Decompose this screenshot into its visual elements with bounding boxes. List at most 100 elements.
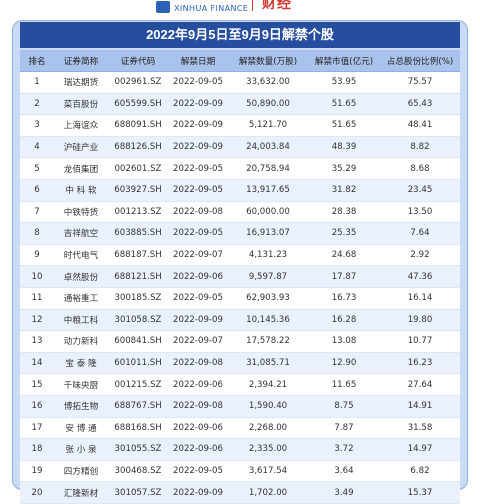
cell-code: 601011.SH bbox=[108, 352, 168, 375]
table-row: 19 四方精创 300468.SZ 2022-09-05 3,617.54 3.64 6.8… bbox=[20, 460, 460, 483]
table-body: 1 瑞达期货 002961.SZ 2022-09-05 33,632.00 53.95 75… bbox=[20, 71, 460, 504]
cell-name: 张 小 泉 bbox=[54, 438, 108, 461]
cell-value: 31.82 bbox=[308, 179, 380, 202]
column-header-value: 解禁市值(亿元) bbox=[308, 50, 380, 72]
cell-name: 中粮工科 bbox=[54, 309, 108, 332]
cell-ratio: 16.14 bbox=[380, 287, 460, 310]
table-row: 18 张 小 泉 301055.SZ 2022-09-06 2,335.00 3.72 14… bbox=[20, 438, 460, 461]
cell-value: 51.65 bbox=[308, 93, 380, 116]
cell-shares: 2,268.00 bbox=[228, 417, 308, 440]
cell-name: 中 科 软 bbox=[54, 179, 108, 202]
cell-rank: 15 bbox=[20, 373, 54, 396]
cell-date: 2022-09-05 bbox=[168, 71, 228, 94]
cell-code: 688121.SH bbox=[108, 265, 168, 288]
cell-rank: 20 bbox=[20, 481, 54, 504]
cell-ratio: 16.23 bbox=[380, 352, 460, 375]
cell-rank: 10 bbox=[20, 265, 54, 288]
table-row: 16 博拓生物 688767.SH 2022-09-08 1,590.40 8.75 14.… bbox=[20, 395, 460, 418]
cell-ratio: 27.64 bbox=[380, 373, 460, 396]
cell-ratio: 15.37 bbox=[380, 481, 460, 504]
cell-ratio: 14.97 bbox=[380, 438, 460, 461]
cell-date: 2022-09-05 bbox=[168, 222, 228, 245]
cell-rank: 18 bbox=[20, 438, 54, 461]
cell-rank: 1 bbox=[20, 71, 54, 94]
cell-shares: 1,590.40 bbox=[228, 395, 308, 418]
cell-name: 千味央厨 bbox=[54, 373, 108, 396]
cell-date: 2022-09-06 bbox=[168, 373, 228, 396]
cell-code: 301055.SZ bbox=[108, 438, 168, 461]
cell-ratio: 6.82 bbox=[380, 460, 460, 483]
xinhua-finance-logo: XINHUA FINANCE bbox=[156, 0, 248, 13]
cell-date: 2022-09-06 bbox=[168, 417, 228, 440]
cell-date: 2022-09-09 bbox=[168, 114, 228, 137]
cell-rank: 11 bbox=[20, 287, 54, 310]
cell-ratio: 8.82 bbox=[380, 136, 460, 159]
cell-code: 001215.SZ bbox=[108, 373, 168, 396]
table-header-row: 排名 证券简称 证券代码 解禁日期 解禁数量(万股) 解禁市值(亿元) 占总股份比例(%) bbox=[20, 50, 460, 72]
cell-shares: 31,085.71 bbox=[228, 352, 308, 375]
cell-shares: 2,335.00 bbox=[228, 438, 308, 461]
cell-value: 3.72 bbox=[308, 438, 380, 461]
cell-date: 2022-09-09 bbox=[168, 93, 228, 116]
cell-rank: 2 bbox=[20, 93, 54, 116]
cell-ratio: 47.36 bbox=[380, 265, 460, 288]
cell-value: 24.68 bbox=[308, 244, 380, 267]
cell-shares: 50,890.00 bbox=[228, 93, 308, 116]
cell-rank: 17 bbox=[20, 417, 54, 440]
cell-name: 博拓生物 bbox=[54, 395, 108, 418]
table-row: 10 卓然股份 688121.SH 2022-09-06 9,597.87 17.87 47… bbox=[20, 265, 460, 288]
cell-value: 51.65 bbox=[308, 114, 380, 137]
table-row: 15 千味央厨 001215.SZ 2022-09-06 2,394.21 11.65 27… bbox=[20, 373, 460, 396]
cell-date: 2022-09-06 bbox=[168, 265, 228, 288]
cell-name: 时代电气 bbox=[54, 244, 108, 267]
table-row: 12 中粮工科 301058.SZ 2022-09-09 10,145.36 16.28 1… bbox=[20, 309, 460, 332]
cell-shares: 1,702.00 bbox=[228, 481, 308, 504]
cell-ratio: 8.68 bbox=[380, 157, 460, 180]
cell-code: 688091.SH bbox=[108, 114, 168, 137]
cell-value: 12.90 bbox=[308, 352, 380, 375]
cell-value: 25.35 bbox=[308, 222, 380, 245]
cell-shares: 5,121.70 bbox=[228, 114, 308, 137]
cell-name: 汇隆新材 bbox=[54, 481, 108, 504]
cell-value: 8.75 bbox=[308, 395, 380, 418]
cell-shares: 4,131.23 bbox=[228, 244, 308, 267]
table-row: 11 通裕重工 300185.SZ 2022-09-05 62,903.93 16.73 1… bbox=[20, 287, 460, 310]
cell-date: 2022-09-05 bbox=[168, 460, 228, 483]
xinhua-emblem-icon bbox=[156, 1, 170, 13]
cell-code: 603885.SH bbox=[108, 222, 168, 245]
cell-name: 安 博 通 bbox=[54, 417, 108, 440]
table-title: 2022年9月5日至9月9日解禁个股 bbox=[20, 22, 460, 48]
cell-code: 688126.SH bbox=[108, 136, 168, 159]
cell-value: 35.29 bbox=[308, 157, 380, 180]
column-header-ratio: 占总股份比例(%) bbox=[380, 50, 460, 72]
cell-shares: 3,617.54 bbox=[228, 460, 308, 483]
cell-rank: 16 bbox=[20, 395, 54, 418]
cell-ratio: 48.41 bbox=[380, 114, 460, 137]
cell-name: 吉祥航空 bbox=[54, 222, 108, 245]
table-row: 2 菜百股份 605599.SH 2022-09-09 50,890.00 51.65 65… bbox=[20, 93, 460, 116]
cell-ratio: 65.43 bbox=[380, 93, 460, 116]
cell-date: 2022-09-08 bbox=[168, 395, 228, 418]
cell-code: 002601.SZ bbox=[108, 157, 168, 180]
unlock-stock-table: 排名 证券简称 证券代码 解禁日期 解禁数量(万股) 解禁市值(亿元) 占总股份比例(%) … bbox=[20, 50, 460, 504]
cell-name: 沪硅产业 bbox=[54, 136, 108, 159]
cell-name: 四方精创 bbox=[54, 460, 108, 483]
cell-rank: 4 bbox=[20, 136, 54, 159]
cell-shares: 62,903.93 bbox=[228, 287, 308, 310]
cell-name: 龙佰集团 bbox=[54, 157, 108, 180]
table-row: 17 安 博 通 688168.SH 2022-09-06 2,268.00 7.87 31… bbox=[20, 417, 460, 440]
cell-rank: 7 bbox=[20, 201, 54, 224]
cell-shares: 2,394.21 bbox=[228, 373, 308, 396]
cell-name: 宝 泰 隆 bbox=[54, 352, 108, 375]
cell-value: 16.28 bbox=[308, 309, 380, 332]
cell-code: 001213.SZ bbox=[108, 201, 168, 224]
table-row: 4 沪硅产业 688126.SH 2022-09-09 24,003.84 48.39 8.… bbox=[20, 136, 460, 159]
cell-value: 3.49 bbox=[308, 481, 380, 504]
cell-value: 28.38 bbox=[308, 201, 380, 224]
cell-date: 2022-09-07 bbox=[168, 244, 228, 267]
column-header-date: 解禁日期 bbox=[168, 50, 228, 72]
table-row: 20 汇隆新材 301057.SZ 2022-09-09 1,702.00 3.49 15.… bbox=[20, 481, 460, 504]
cell-rank: 8 bbox=[20, 222, 54, 245]
column-header-shares: 解禁数量(万股) bbox=[228, 50, 308, 72]
cell-ratio: 13.50 bbox=[380, 201, 460, 224]
